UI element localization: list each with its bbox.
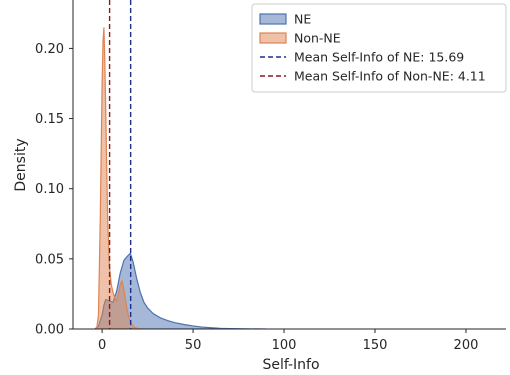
density-area-non-ne: [96, 27, 143, 329]
y-tick-label: 0.20: [35, 42, 64, 57]
plot-area: [93, 0, 266, 329]
x-axis-label: Self-Info: [262, 357, 319, 373]
x-tick-label: 50: [185, 338, 202, 353]
axes: 0 50 100 150 200 0.00 0.05 0.10 0.15 0.20: [35, 0, 506, 353]
legend-swatch-non-ne: [259, 32, 287, 44]
y-tick-label: 0.05: [35, 252, 64, 267]
legend-swatch-ne: [259, 13, 287, 25]
x-tick-label: 100: [272, 338, 297, 353]
legend-label-mean-ne: Mean Self-Info of NE: 15.69: [294, 50, 464, 65]
legend-label-mean-non-ne: Mean Self-Info of Non-NE: 4.11: [294, 69, 486, 84]
legend-label-non-ne: Non-NE: [294, 31, 341, 46]
legend-label-ne: NE: [294, 12, 311, 27]
x-tick-label: 150: [363, 338, 388, 353]
x-tick-label: 200: [454, 338, 479, 353]
y-axis-label: Density: [13, 138, 29, 191]
y-tick-label: 0.00: [35, 323, 64, 338]
legend-frame: [251, 3, 507, 93]
y-tick-label: 0.10: [35, 182, 64, 197]
y-tick-label: 0.15: [35, 112, 64, 127]
x-tick-label: 0: [98, 338, 106, 353]
legend: NE Non-NE Mean Self-Info of NE: 15.69 Mean …: [251, 3, 507, 93]
